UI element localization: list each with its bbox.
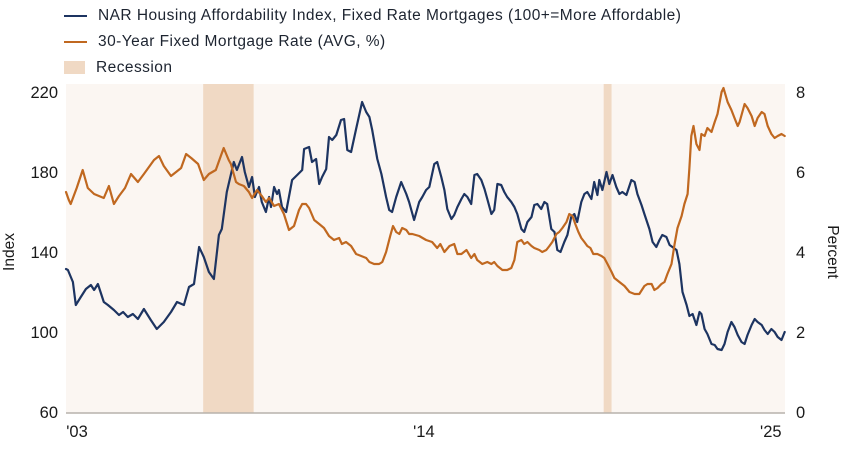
right-axis-title: Percent	[824, 225, 841, 279]
plot-background	[66, 84, 785, 413]
right-axis-tick-label: 0	[796, 404, 805, 422]
mortgage-rate-line	[64, 86, 786, 296]
left-axis-tick-label: 220	[30, 84, 58, 102]
left-axis-tick-label: 100	[30, 324, 58, 342]
legend: NAR Housing Affordability Index, Fixed R…	[64, 4, 681, 79]
recession-swatch	[64, 61, 85, 74]
left-axis-tick-label: 180	[30, 164, 58, 182]
affordability-index-line	[64, 100, 786, 352]
x-axis-tick-label: '25	[760, 423, 782, 441]
left-axis-title: Index	[1, 233, 18, 271]
legend-item-recession: Recession	[64, 56, 681, 79]
affordability-legend-label: NAR Housing Affordability Index, Fixed R…	[98, 6, 682, 24]
left-axis-tick-label: 140	[30, 244, 58, 262]
legend-item-mortgage-rate: 30-Year Fixed Mortgage Rate (AVG, %)	[64, 30, 681, 53]
recession-legend-label: Recession	[96, 58, 173, 76]
mortgage-rate-line-swatch	[64, 40, 87, 43]
mortgage-rate-legend-label: 30-Year Fixed Mortgage Rate (AVG, %)	[98, 32, 386, 50]
affordability-line-swatch	[64, 14, 87, 17]
legend-item-affordability-index: NAR Housing Affordability Index, Fixed R…	[64, 4, 681, 27]
right-axis-tick-label: 4	[796, 244, 805, 262]
recession-band	[203, 84, 254, 413]
left-axis-tick-label: 60	[40, 404, 58, 422]
x-axis-tick-label: '03	[66, 423, 88, 441]
right-axis-tick-label: 2	[796, 324, 805, 342]
recession-band	[603, 84, 612, 413]
x-axis-tick-label: '14	[413, 423, 435, 441]
right-axis-tick-label: 8	[796, 84, 805, 102]
right-axis-tick-label: 6	[796, 164, 805, 182]
